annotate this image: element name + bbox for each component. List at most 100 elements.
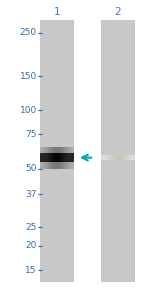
- Bar: [68, 147, 69, 168]
- Bar: [61, 147, 62, 168]
- Text: 37: 37: [25, 190, 37, 199]
- Bar: [51, 147, 52, 168]
- Bar: [60, 147, 61, 168]
- Bar: [40, 147, 41, 168]
- Bar: [130, 155, 131, 160]
- Text: 2: 2: [115, 6, 121, 17]
- Bar: [68, 153, 69, 162]
- Bar: [47, 147, 48, 168]
- Bar: [52, 147, 53, 168]
- Bar: [40, 21, 74, 282]
- Bar: [44, 147, 45, 168]
- Bar: [108, 155, 109, 160]
- Bar: [54, 147, 55, 168]
- Bar: [113, 155, 114, 160]
- Bar: [56, 153, 57, 162]
- Bar: [72, 153, 73, 162]
- Bar: [122, 155, 123, 160]
- Bar: [101, 155, 102, 160]
- Bar: [50, 147, 51, 168]
- Bar: [65, 147, 66, 168]
- Bar: [60, 153, 61, 162]
- Bar: [101, 21, 135, 282]
- Bar: [53, 147, 54, 168]
- Bar: [59, 147, 60, 168]
- Bar: [65, 153, 66, 162]
- Bar: [116, 155, 117, 160]
- Bar: [64, 153, 65, 162]
- Bar: [70, 147, 71, 168]
- Bar: [125, 155, 126, 160]
- Bar: [55, 153, 56, 162]
- Bar: [112, 155, 113, 160]
- Bar: [52, 153, 53, 162]
- Bar: [117, 155, 118, 160]
- Bar: [109, 155, 110, 160]
- Bar: [67, 153, 68, 162]
- Text: 15: 15: [25, 266, 37, 275]
- Bar: [63, 147, 64, 168]
- Bar: [128, 155, 129, 160]
- Text: 75: 75: [25, 130, 37, 139]
- Bar: [107, 155, 108, 160]
- Bar: [42, 153, 43, 162]
- Bar: [48, 153, 49, 162]
- Bar: [66, 153, 67, 162]
- Bar: [129, 155, 130, 160]
- Bar: [44, 153, 45, 162]
- Bar: [115, 155, 116, 160]
- Bar: [49, 147, 50, 168]
- Bar: [110, 155, 111, 160]
- Bar: [43, 153, 44, 162]
- Bar: [133, 155, 134, 160]
- Bar: [119, 155, 120, 160]
- Bar: [56, 147, 57, 168]
- Bar: [61, 153, 62, 162]
- Bar: [57, 147, 58, 168]
- Bar: [47, 153, 48, 162]
- Bar: [46, 153, 47, 162]
- Bar: [61, 153, 62, 162]
- Bar: [41, 153, 42, 162]
- Bar: [121, 155, 122, 160]
- Bar: [42, 147, 43, 168]
- Bar: [59, 153, 60, 162]
- Bar: [66, 147, 67, 168]
- Bar: [54, 153, 55, 162]
- Bar: [103, 155, 104, 160]
- Bar: [134, 155, 135, 160]
- Bar: [62, 153, 63, 162]
- Bar: [102, 155, 103, 160]
- Bar: [58, 147, 59, 168]
- Bar: [127, 155, 128, 160]
- Bar: [40, 153, 41, 162]
- Bar: [132, 155, 133, 160]
- Bar: [57, 153, 58, 162]
- Bar: [105, 155, 106, 160]
- Bar: [46, 147, 47, 168]
- Text: 1: 1: [54, 6, 60, 17]
- Bar: [114, 155, 115, 160]
- Bar: [71, 153, 72, 162]
- Bar: [53, 153, 54, 162]
- Bar: [124, 155, 125, 160]
- Text: 50: 50: [25, 164, 37, 173]
- Bar: [62, 147, 63, 168]
- Bar: [61, 147, 62, 168]
- Text: 25: 25: [26, 223, 37, 232]
- Bar: [126, 155, 127, 160]
- Bar: [69, 153, 70, 162]
- Bar: [64, 147, 65, 168]
- Bar: [70, 153, 71, 162]
- Text: 100: 100: [20, 106, 37, 115]
- Bar: [123, 155, 124, 160]
- Text: 150: 150: [20, 71, 37, 81]
- Bar: [106, 155, 107, 160]
- Bar: [69, 147, 70, 168]
- Bar: [41, 147, 42, 168]
- Bar: [131, 155, 132, 160]
- Bar: [45, 147, 46, 168]
- Bar: [72, 147, 73, 168]
- Bar: [67, 147, 68, 168]
- Bar: [120, 155, 121, 160]
